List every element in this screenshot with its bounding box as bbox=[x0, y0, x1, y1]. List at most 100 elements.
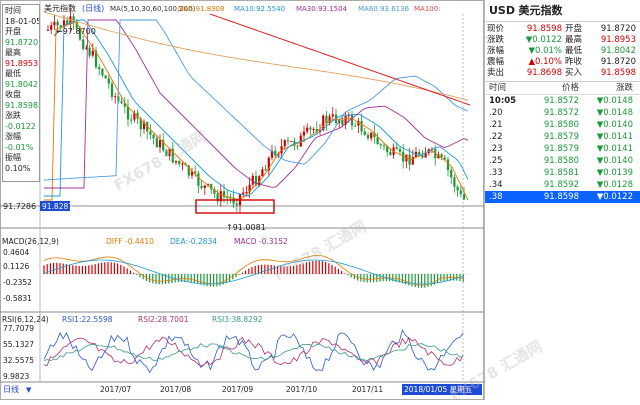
trade-change: ▼0.0141 bbox=[596, 144, 633, 154]
rsi-title: RSI(6,12,24) bbox=[2, 315, 49, 324]
kline-chart-svg[interactable]: 美元指数 (日线) MA(5,10,30,60,100,200)MA5:91.890… bbox=[0, 0, 484, 400]
quote-value-0-1: 91.8598 bbox=[526, 24, 562, 34]
trade-row[interactable]: .22 91.8579 ▼0.0141 bbox=[485, 131, 640, 143]
candle-body bbox=[206, 183, 210, 186]
candle-body bbox=[46, 29, 50, 31]
ma60-line bbox=[43, 19, 469, 181]
trade-time: .33 bbox=[489, 168, 503, 178]
candle-body bbox=[286, 140, 290, 142]
candle-body bbox=[152, 134, 155, 139]
quote-panel: USD 美元指数 现价 91.8598 开盘 91.8720 涨跌 ▼0.0122 最高 91… bbox=[484, 0, 640, 400]
candle-body bbox=[389, 152, 392, 155]
candle-body bbox=[382, 145, 386, 147]
candle-body bbox=[376, 137, 379, 145]
candle-body bbox=[101, 69, 104, 76]
macd-y-label: -0.5831 bbox=[3, 294, 32, 303]
symbol-code: USD bbox=[489, 4, 515, 17]
candle-body bbox=[306, 127, 309, 132]
high-annotation: ←97.8700 bbox=[56, 27, 96, 36]
trade-row[interactable]: 10:05 91.8572 ▼0.0148 bbox=[485, 95, 640, 107]
macd-y-label: -0.2352 bbox=[3, 278, 32, 287]
trade-row[interactable]: .33 91.8581 ▼0.0139 bbox=[485, 167, 640, 179]
candle-body bbox=[462, 194, 466, 200]
candle-body bbox=[344, 116, 347, 125]
candle-body bbox=[98, 67, 101, 70]
trade-row[interactable]: .38 91.8598 ▼0.0122 bbox=[485, 191, 640, 203]
quote-value-1-1: ▼0.0122 bbox=[525, 35, 562, 45]
open-value: 91.8720 bbox=[5, 37, 39, 47]
candle-body bbox=[53, 21, 56, 26]
trades-list[interactable]: 时间 价格 涨跌 10:05 91.8572 ▼0.0148 .20 91.8572 ▼0… bbox=[485, 81, 640, 203]
quote-label-2-0: 涨幅 bbox=[487, 46, 505, 56]
candle-body bbox=[133, 112, 136, 120]
legend-ma-item: MA100: bbox=[414, 5, 441, 13]
candle-body bbox=[190, 171, 194, 176]
trades-header: 时间 价格 涨跌 bbox=[485, 82, 640, 95]
candle-body bbox=[110, 83, 114, 97]
trade-price: 91.8579 bbox=[543, 144, 579, 154]
quote-label-0-2: 开盘 bbox=[565, 24, 583, 34]
kline-chart-area[interactable]: 美元指数 (日线) MA(5,10,30,60,100,200) MA5:91.890… bbox=[0, 0, 484, 400]
close-value: 91.8598 bbox=[5, 100, 39, 110]
x-axis-label: 2017/07 bbox=[100, 385, 131, 394]
candle-body bbox=[290, 141, 293, 143]
x-axis-label: 2017/09 bbox=[222, 385, 253, 394]
trade-change: ▼0.0128 bbox=[596, 180, 633, 190]
trade-price: 91.8580 bbox=[543, 120, 579, 130]
symbol-name: 美元指数 bbox=[518, 4, 563, 17]
low-value: 91.8042 bbox=[5, 79, 39, 89]
candle-body bbox=[370, 132, 373, 139]
candle-body bbox=[66, 20, 69, 24]
trade-row[interactable]: .20 91.8572 ▼0.0148 bbox=[485, 107, 640, 119]
trade-row[interactable]: .34 91.8592 ▼0.0128 bbox=[485, 179, 640, 191]
candle-body bbox=[411, 157, 414, 165]
rsi-line-3 bbox=[43, 343, 464, 362]
trade-price: 91.8592 bbox=[543, 180, 579, 190]
candle-body bbox=[149, 131, 152, 135]
candle-body bbox=[325, 115, 328, 123]
legend-period: (日线) bbox=[82, 3, 104, 13]
trade-price: 91.8580 bbox=[543, 156, 579, 166]
candle-body bbox=[104, 75, 107, 79]
trade-row[interactable]: .23 91.8579 ▼0.0141 bbox=[485, 143, 640, 155]
candle-body bbox=[187, 165, 190, 176]
trade-price: 91.8581 bbox=[543, 168, 579, 178]
quote-panel-title: USD 美元指数 bbox=[485, 0, 640, 22]
trades-header-change: 涨跌 bbox=[615, 83, 633, 93]
candle-body bbox=[229, 197, 232, 199]
candle-body bbox=[85, 47, 88, 49]
candle-body bbox=[395, 147, 398, 149]
trade-time: .23 bbox=[489, 144, 503, 154]
candle-body bbox=[226, 197, 229, 199]
trades-header-price: 价格 bbox=[561, 83, 579, 93]
candle-body bbox=[459, 190, 462, 195]
trade-price: 91.8598 bbox=[543, 192, 579, 202]
quote-value-0-3: 91.8720 bbox=[600, 24, 636, 34]
x-axis-label: 2017/10 bbox=[286, 385, 317, 394]
candle-body bbox=[280, 146, 283, 154]
candle-body bbox=[402, 151, 405, 162]
amp-label: 振幅 bbox=[5, 153, 21, 162]
candle-body bbox=[302, 131, 306, 136]
candle-body bbox=[56, 21, 59, 26]
macd-dea: DEA:-0.2834 bbox=[170, 237, 217, 246]
candle-body bbox=[251, 175, 254, 185]
candle-body bbox=[139, 118, 142, 130]
low-annotation: ↑91.0081 bbox=[226, 223, 266, 232]
candle-body bbox=[264, 169, 267, 171]
candle-body bbox=[126, 106, 130, 120]
high-label: 最高 bbox=[5, 48, 21, 57]
candle-body bbox=[328, 116, 331, 123]
change-value: -0.0122 bbox=[5, 121, 36, 131]
candle-body bbox=[219, 191, 222, 202]
rsi3-value: RSI3:38.8292 bbox=[212, 315, 263, 324]
trade-row[interactable]: .21 91.8580 ▼0.0140 bbox=[485, 119, 640, 131]
candle-body bbox=[222, 191, 226, 198]
candle-body bbox=[350, 115, 354, 126]
candle-body bbox=[210, 183, 213, 190]
close-label: 收盘 bbox=[5, 90, 21, 99]
candle-body bbox=[59, 25, 62, 28]
ma5-line bbox=[44, 21, 469, 201]
trade-row[interactable]: .25 91.8580 ▼0.0140 bbox=[485, 155, 640, 167]
trade-time: .21 bbox=[489, 120, 503, 130]
